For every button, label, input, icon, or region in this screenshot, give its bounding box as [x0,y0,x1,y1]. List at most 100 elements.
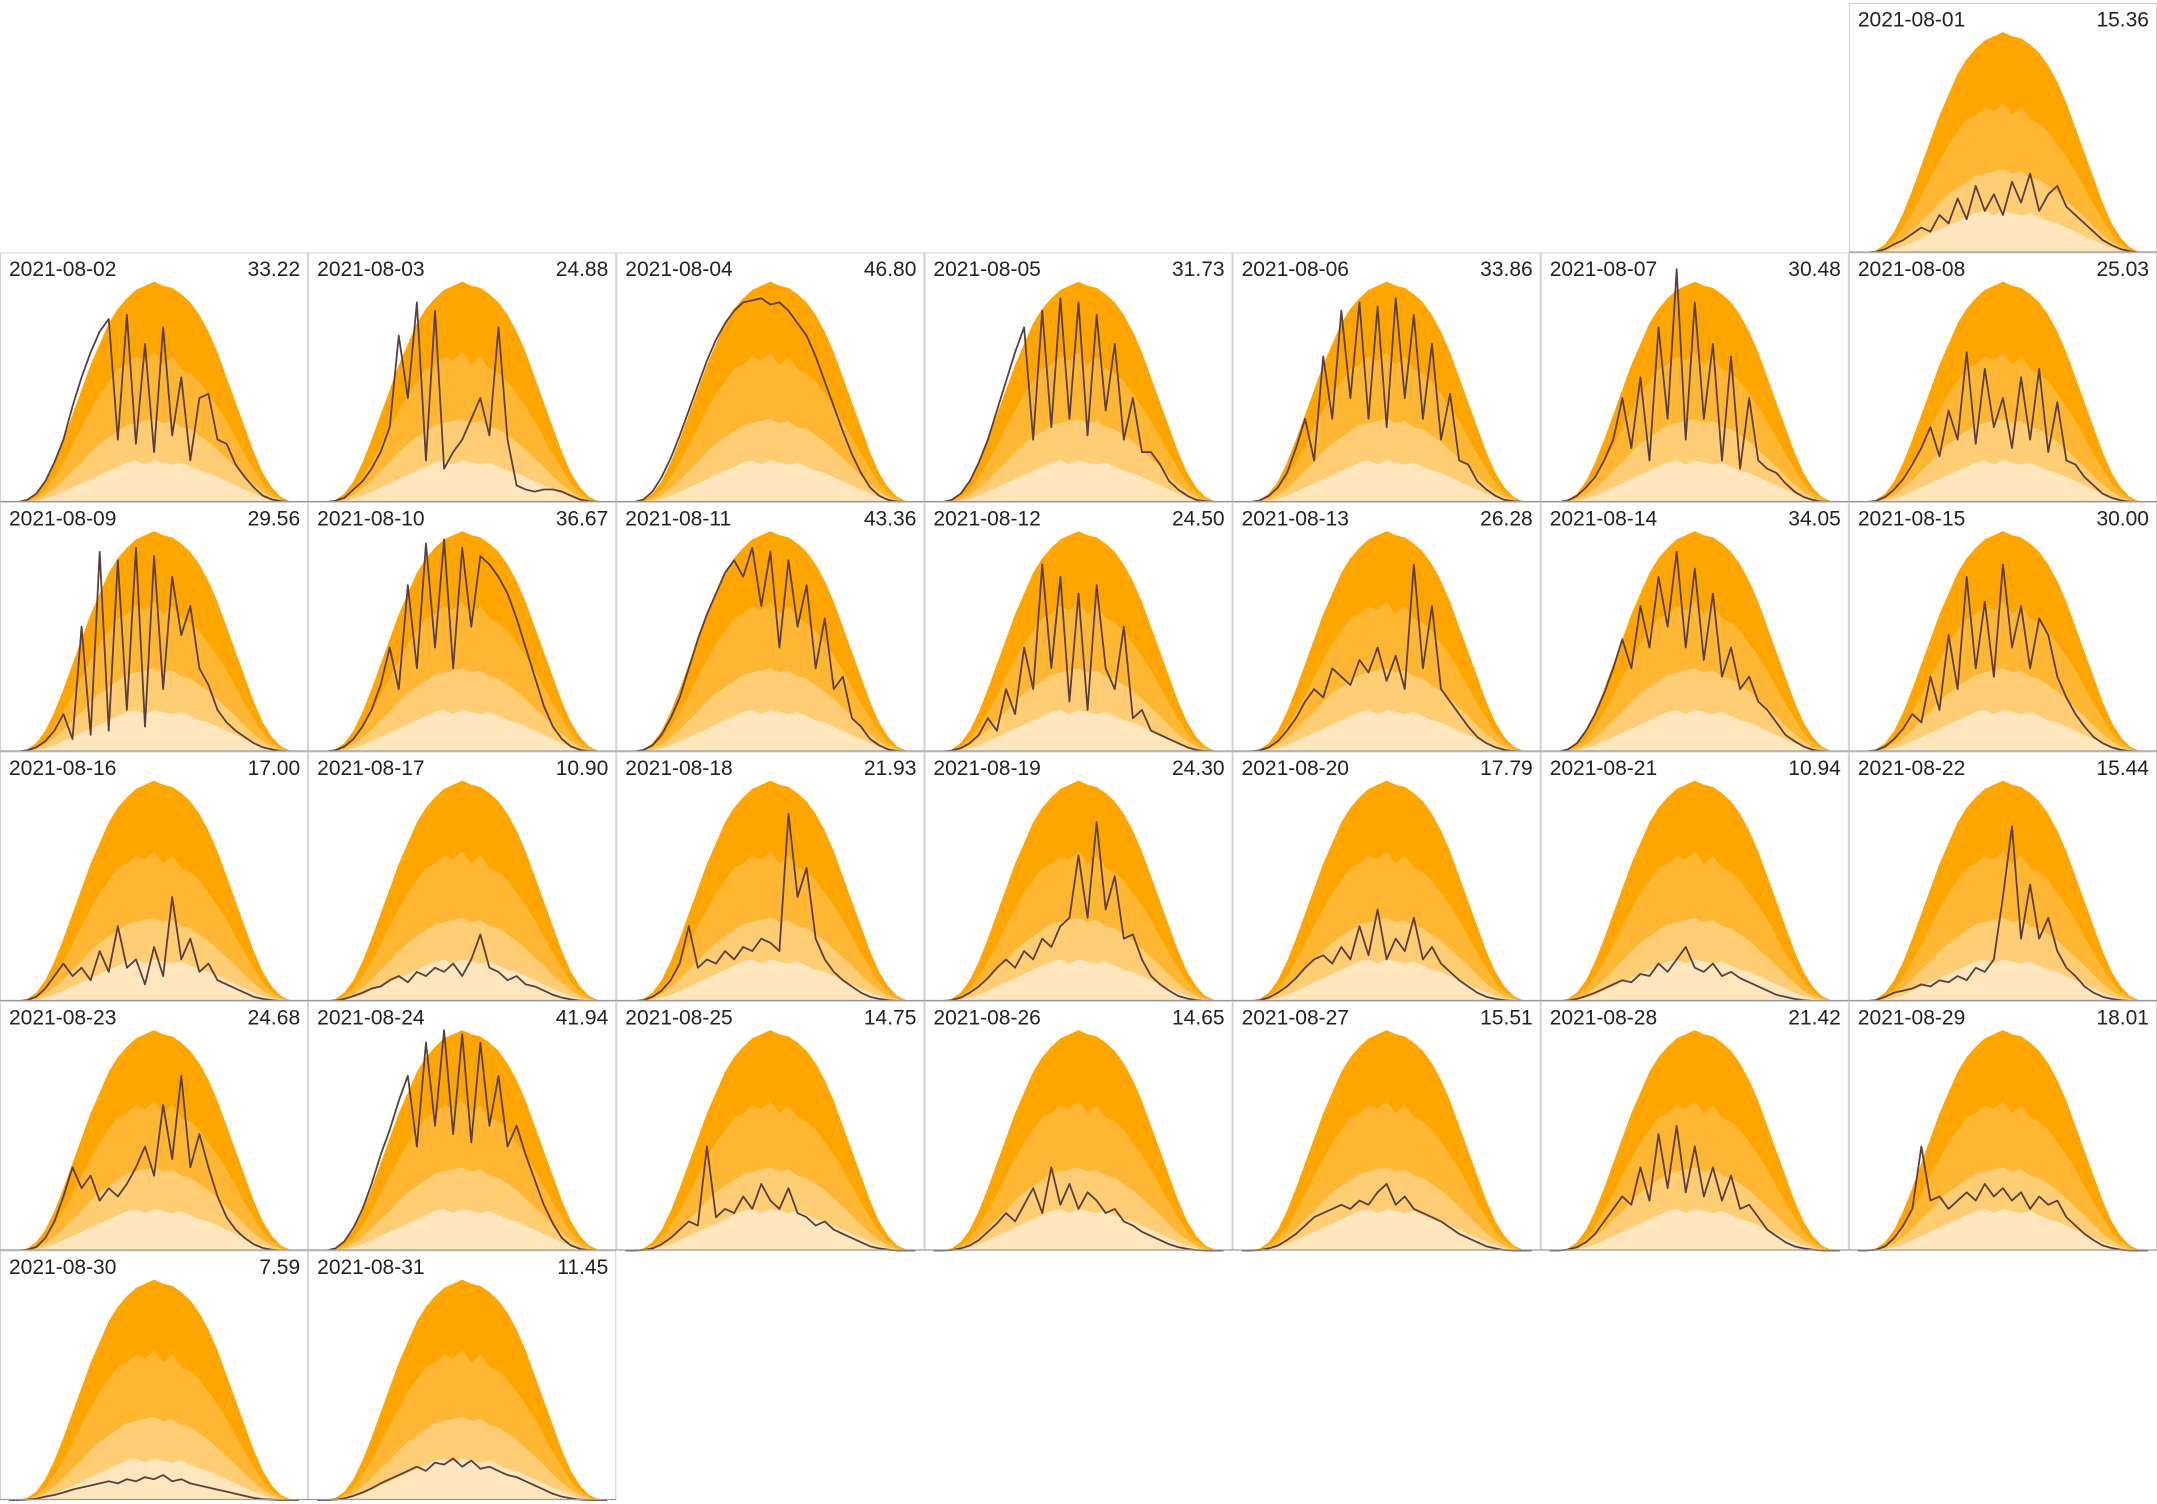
day-panel: 2021-08-28 21.42 [1540,1001,1849,1252]
band-area [1857,668,2148,752]
daily-total: 43.36 [864,508,917,531]
date-label: 2021-08-15 [1858,508,1965,531]
daily-total: 17.00 [248,757,301,780]
date-label: 2021-08-17 [317,757,424,780]
production-line [9,1474,300,1501]
day-panel: 2021-08-18 21.93 [616,751,925,1002]
band-area [625,1208,916,1251]
production-line [1549,1124,1840,1252]
band-area [317,1167,608,1251]
date-label: 2021-08-07 [1550,258,1657,281]
daily-total: 24.30 [1172,757,1225,780]
production-line [625,546,916,753]
daily-total: 24.68 [248,1007,301,1030]
daily-total: 34.05 [1788,508,1841,531]
daily-total: 30.48 [1788,258,1841,281]
band-area [933,709,1224,752]
day-panel: 2021-08-21 10.94 [1540,751,1849,1002]
date-label: 2021-08-11 [625,508,731,531]
band-area [9,709,300,752]
production-line [317,933,608,1002]
band-area [1241,668,1532,752]
date-label: 2021-08-28 [1550,1007,1657,1030]
daily-total: 36.67 [556,508,609,531]
production-line [1857,563,2148,753]
band-area [1857,917,2148,1001]
band-area [9,460,300,502]
date-label: 2021-08-19 [933,757,1040,780]
band-area [1857,1167,2148,1251]
day-panel: 2021-08-11 43.36 [616,502,925,753]
band-area [317,959,608,1001]
date-label: 2021-08-29 [1858,1007,1965,1030]
production-line [933,297,1224,503]
daily-total: 41.94 [556,1007,609,1030]
date-label: 2021-08-13 [1242,508,1349,531]
daily-total: 15.36 [2096,9,2149,32]
day-panel: 2021-08-20 17.79 [1232,751,1541,1002]
band-area [625,418,916,502]
production-line [1549,268,1840,503]
date-label: 2021-08-09 [9,508,116,531]
daily-total: 30.00 [2096,508,2149,531]
date-label: 2021-08-10 [317,508,424,531]
daily-total: 46.80 [864,258,917,281]
daily-total: 15.44 [2096,757,2149,780]
band-area [1549,709,1840,752]
band-area [933,917,1224,1001]
band-area [1241,418,1532,502]
production-line [317,538,608,753]
production-line [1241,297,1532,503]
date-label: 2021-08-06 [1242,258,1349,281]
day-panel: 2021-08-16 17.00 [0,751,309,1002]
band-area [933,1208,1224,1251]
daily-total: 10.94 [1788,757,1841,780]
band-area [9,418,300,502]
daily-total: 21.42 [1788,1007,1841,1030]
band-area [9,1167,300,1251]
band-area [1241,959,1532,1001]
day-panel: 2021-08-06 33.86 [1232,252,1541,503]
date-label: 2021-08-30 [9,1256,116,1279]
date-label: 2021-08-24 [317,1007,425,1030]
production-line [1241,563,1532,753]
day-panel: 2021-08-15 30.00 [1848,502,2157,753]
band-area [1857,210,2148,253]
date-label: 2021-08-25 [625,1007,732,1030]
date-label: 2021-08-14 [1550,508,1658,531]
date-label: 2021-08-03 [317,258,424,281]
band-area [1857,959,2148,1001]
day-panel: 2021-08-19 24.30 [924,751,1233,1002]
production-line [317,301,608,503]
day-panel: 2021-08-27 15.51 [1232,1001,1541,1252]
daily-total: 29.56 [248,508,301,531]
day-panel: 2021-08-25 14.75 [616,1001,925,1252]
daily-total: 33.86 [1480,258,1533,281]
day-panel: 2021-08-05 31.73 [924,252,1233,503]
daily-total: 15.51 [1480,1007,1533,1030]
band-area [933,460,1224,502]
production-line [1857,172,2148,254]
production-line [625,812,916,1002]
production-line [933,1166,1224,1252]
daily-total: 25.03 [2096,258,2149,281]
daily-total: 31.73 [1172,258,1225,281]
production-line [317,1029,608,1252]
band-area [1241,460,1532,502]
daily-total: 21.93 [864,757,917,780]
band-area [625,460,916,502]
day-panel: 2021-08-08 25.03 [1848,252,2157,503]
day-panel: 2021-08-24 41.94 [308,1001,617,1252]
production-line [625,1145,916,1252]
date-label: 2021-08-23 [9,1007,116,1030]
day-panel: 2021-08-01 15.36 [1848,3,2157,254]
production-line [933,563,1224,753]
band-area [1857,460,2148,502]
daily-total: 33.22 [248,258,301,281]
production-line [625,297,916,503]
day-panel: 2021-08-14 34.05 [1540,502,1849,753]
band-area [1549,418,1840,502]
band-area [317,668,608,752]
